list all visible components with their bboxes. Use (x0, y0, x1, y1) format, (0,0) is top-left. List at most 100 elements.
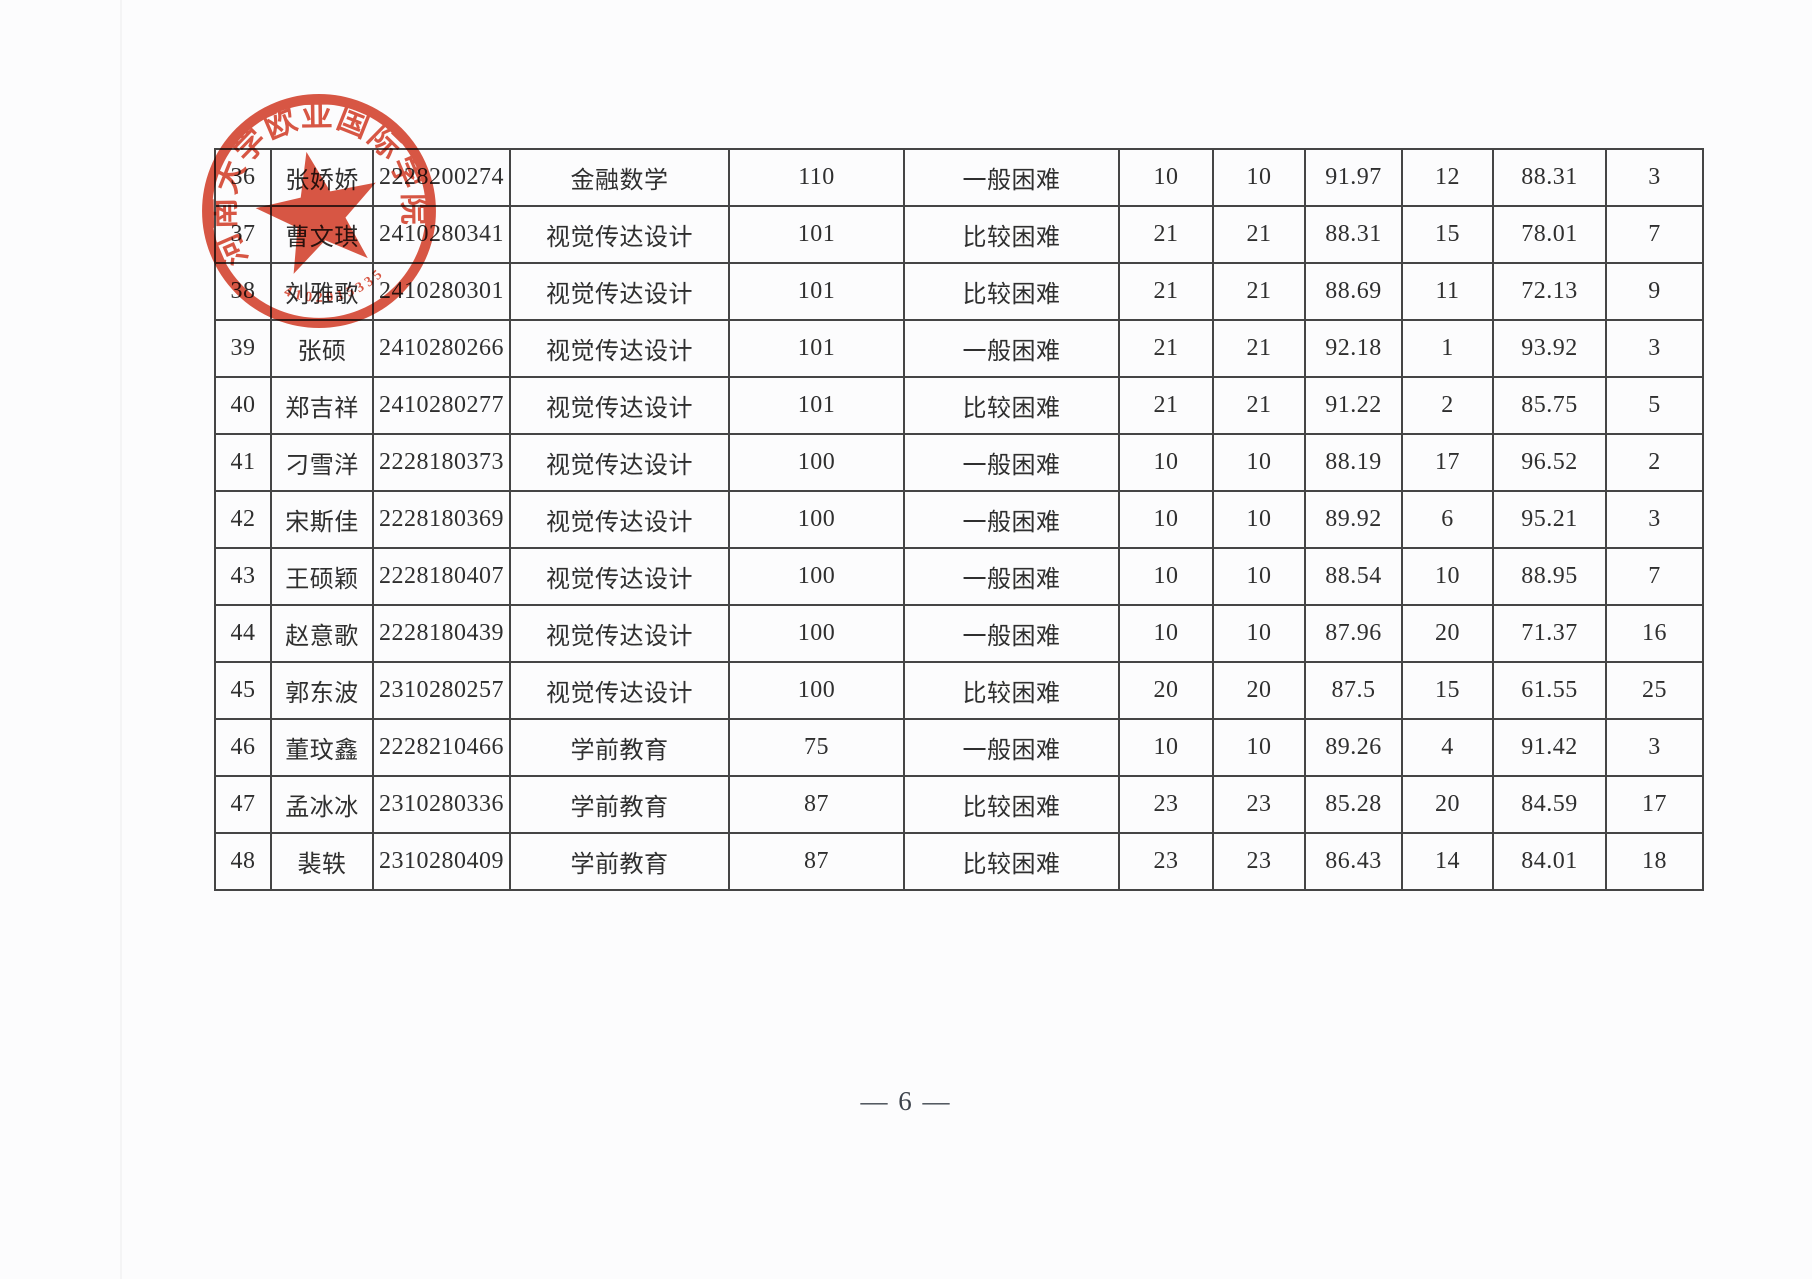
page-number: — 6 — (860, 1086, 952, 1116)
cell-quota_b: 10 (1212, 490, 1306, 549)
table-row: 41 刁雪洋 2228180373 视觉传达设计 100 一般困难 10 10 88.19 17 9… (214, 433, 1704, 492)
cell-name: 郭东波 (270, 661, 374, 720)
university-seal-stamp: 河南大学欧亚国际学院 4102015335 (196, 88, 439, 328)
cell-rank_b: 3 (1605, 319, 1704, 378)
cell-quota_b: 21 (1212, 205, 1306, 264)
cell-score_a: 92.18 (1304, 319, 1403, 378)
cell-score_a: 88.19 (1304, 433, 1403, 492)
cell-major: 视觉传达设计 (509, 205, 730, 264)
cell-plan: 100 (728, 661, 905, 720)
cell-no: 48 (214, 832, 272, 891)
cell-name: 刁雪洋 (270, 433, 374, 492)
cell-quota_a: 10 (1118, 547, 1214, 606)
cell-plan: 101 (728, 376, 905, 435)
cell-major: 视觉传达设计 (509, 319, 730, 378)
cell-no: 47 (214, 775, 272, 834)
cell-score_a: 88.69 (1304, 262, 1403, 321)
cell-rank_a: 12 (1401, 148, 1494, 207)
cell-rank_a: 15 (1401, 661, 1494, 720)
table-row: 36张娇娇2228200274金融数学110一般困难101091.971288.… (214, 148, 1704, 207)
table-row: 47 孟冰冰 2310280336 学前教育 87 比较困难 23 23 85.28 20 84.5… (214, 775, 1704, 834)
cell-score_b: 71.37 (1492, 604, 1607, 663)
cell-rank_b: 5 (1605, 376, 1704, 435)
cell-name: 裴轶 (270, 832, 374, 891)
cell-no: 40 (214, 376, 272, 435)
cell-score_a: 88.31 (1304, 205, 1403, 264)
cell-plan: 101 (728, 262, 905, 321)
table-row: 39 张硕 2410280266 视觉传达设计 101 一般困难 21 21 92.18 1 93.… (214, 319, 1704, 378)
cell-difficulty: 比较困难 (903, 205, 1120, 264)
cell-quota_a: 10 (1118, 433, 1214, 492)
table-row: 46 董玟鑫 2228210466 学前教育 75 一般困难 10 10 89.26 4 91.42… (214, 718, 1704, 777)
cell-difficulty: 比较困难 (903, 376, 1120, 435)
cell-quota_b: 20 (1212, 661, 1306, 720)
cell-difficulty: 一般困难 (903, 604, 1120, 663)
cell-rank_a: 1 (1401, 319, 1494, 378)
cell-rank_a: 20 (1401, 775, 1494, 834)
cell-difficulty: 比较困难 (903, 775, 1120, 834)
cell-no: 41 (214, 433, 272, 492)
cell-quota_a: 10 (1118, 490, 1214, 549)
cell-rank_b: 3 (1605, 490, 1704, 549)
cell-student_id: 2228210466 (372, 718, 511, 777)
cell-rank_a: 20 (1401, 604, 1494, 663)
cell-quota_b: 21 (1212, 376, 1306, 435)
cell-student_id: 2228200274 (372, 148, 511, 207)
cell-rank_b: 16 (1605, 604, 1704, 663)
cell-score_a: 87.96 (1304, 604, 1403, 663)
cell-score_a: 85.28 (1304, 775, 1403, 834)
cell-score_a: 91.97 (1304, 148, 1403, 207)
cell-score_b: 61.55 (1492, 661, 1607, 720)
cell-name: 郑吉祥 (270, 376, 374, 435)
cell-score_b: 88.31 (1492, 148, 1607, 207)
cell-quota_b: 21 (1212, 319, 1306, 378)
cell-no: 46 (214, 718, 272, 777)
cell-student_id: 2228180369 (372, 490, 511, 549)
cell-quota_a: 21 (1118, 319, 1214, 378)
cell-rank_a: 10 (1401, 547, 1494, 606)
cell-score_a: 86.43 (1304, 832, 1403, 891)
cell-quota_a: 10 (1118, 148, 1214, 207)
cell-student_id: 2228180439 (372, 604, 511, 663)
cell-plan: 100 (728, 547, 905, 606)
cell-name: 赵意歌 (270, 604, 374, 663)
cell-difficulty: 一般困难 (903, 490, 1120, 549)
cell-rank_b: 7 (1605, 547, 1704, 606)
cell-score_b: 84.59 (1492, 775, 1607, 834)
cell-no: 43 (214, 547, 272, 606)
cell-rank_a: 4 (1401, 718, 1494, 777)
cell-difficulty: 比较困难 (903, 262, 1120, 321)
cell-no: 37 (214, 205, 272, 264)
cell-difficulty: 比较困难 (903, 832, 1120, 891)
cell-rank_a: 15 (1401, 205, 1494, 264)
cell-plan: 101 (728, 319, 905, 378)
cell-student_id: 2310280336 (372, 775, 511, 834)
table-row: 37曹文琪2410280341视觉传达设计101比较困难212188.31157… (214, 205, 1704, 264)
cell-student_id: 2410280277 (372, 376, 511, 435)
cell-major: 视觉传达设计 (509, 490, 730, 549)
cell-rank_b: 3 (1605, 148, 1704, 207)
cell-difficulty: 一般困难 (903, 433, 1120, 492)
cell-major: 视觉传达设计 (509, 262, 730, 321)
cell-quota_b: 23 (1212, 775, 1306, 834)
cell-score_b: 96.52 (1492, 433, 1607, 492)
cell-quota_b: 10 (1212, 547, 1306, 606)
cell-score_b: 84.01 (1492, 832, 1607, 891)
cell-name: 张硕 (270, 319, 374, 378)
cell-quota_a: 20 (1118, 661, 1214, 720)
cell-rank_a: 14 (1401, 832, 1494, 891)
cell-plan: 100 (728, 490, 905, 549)
cell-student_id: 2228180373 (372, 433, 511, 492)
cell-quota_b: 23 (1212, 832, 1306, 891)
red-star-icon (255, 151, 376, 274)
cell-major: 视觉传达设计 (509, 661, 730, 720)
cell-quota_a: 23 (1118, 832, 1214, 891)
cell-plan: 75 (728, 718, 905, 777)
cell-score_b: 93.92 (1492, 319, 1607, 378)
cell-difficulty: 一般困难 (903, 718, 1120, 777)
table-row: 40 郑吉祥 2410280277 视觉传达设计 101 比较困难 21 21 91.22 2 85… (214, 376, 1704, 435)
cell-plan: 87 (728, 832, 905, 891)
cell-name: 宋斯佳 (270, 490, 374, 549)
cell-rank_b: 17 (1605, 775, 1704, 834)
